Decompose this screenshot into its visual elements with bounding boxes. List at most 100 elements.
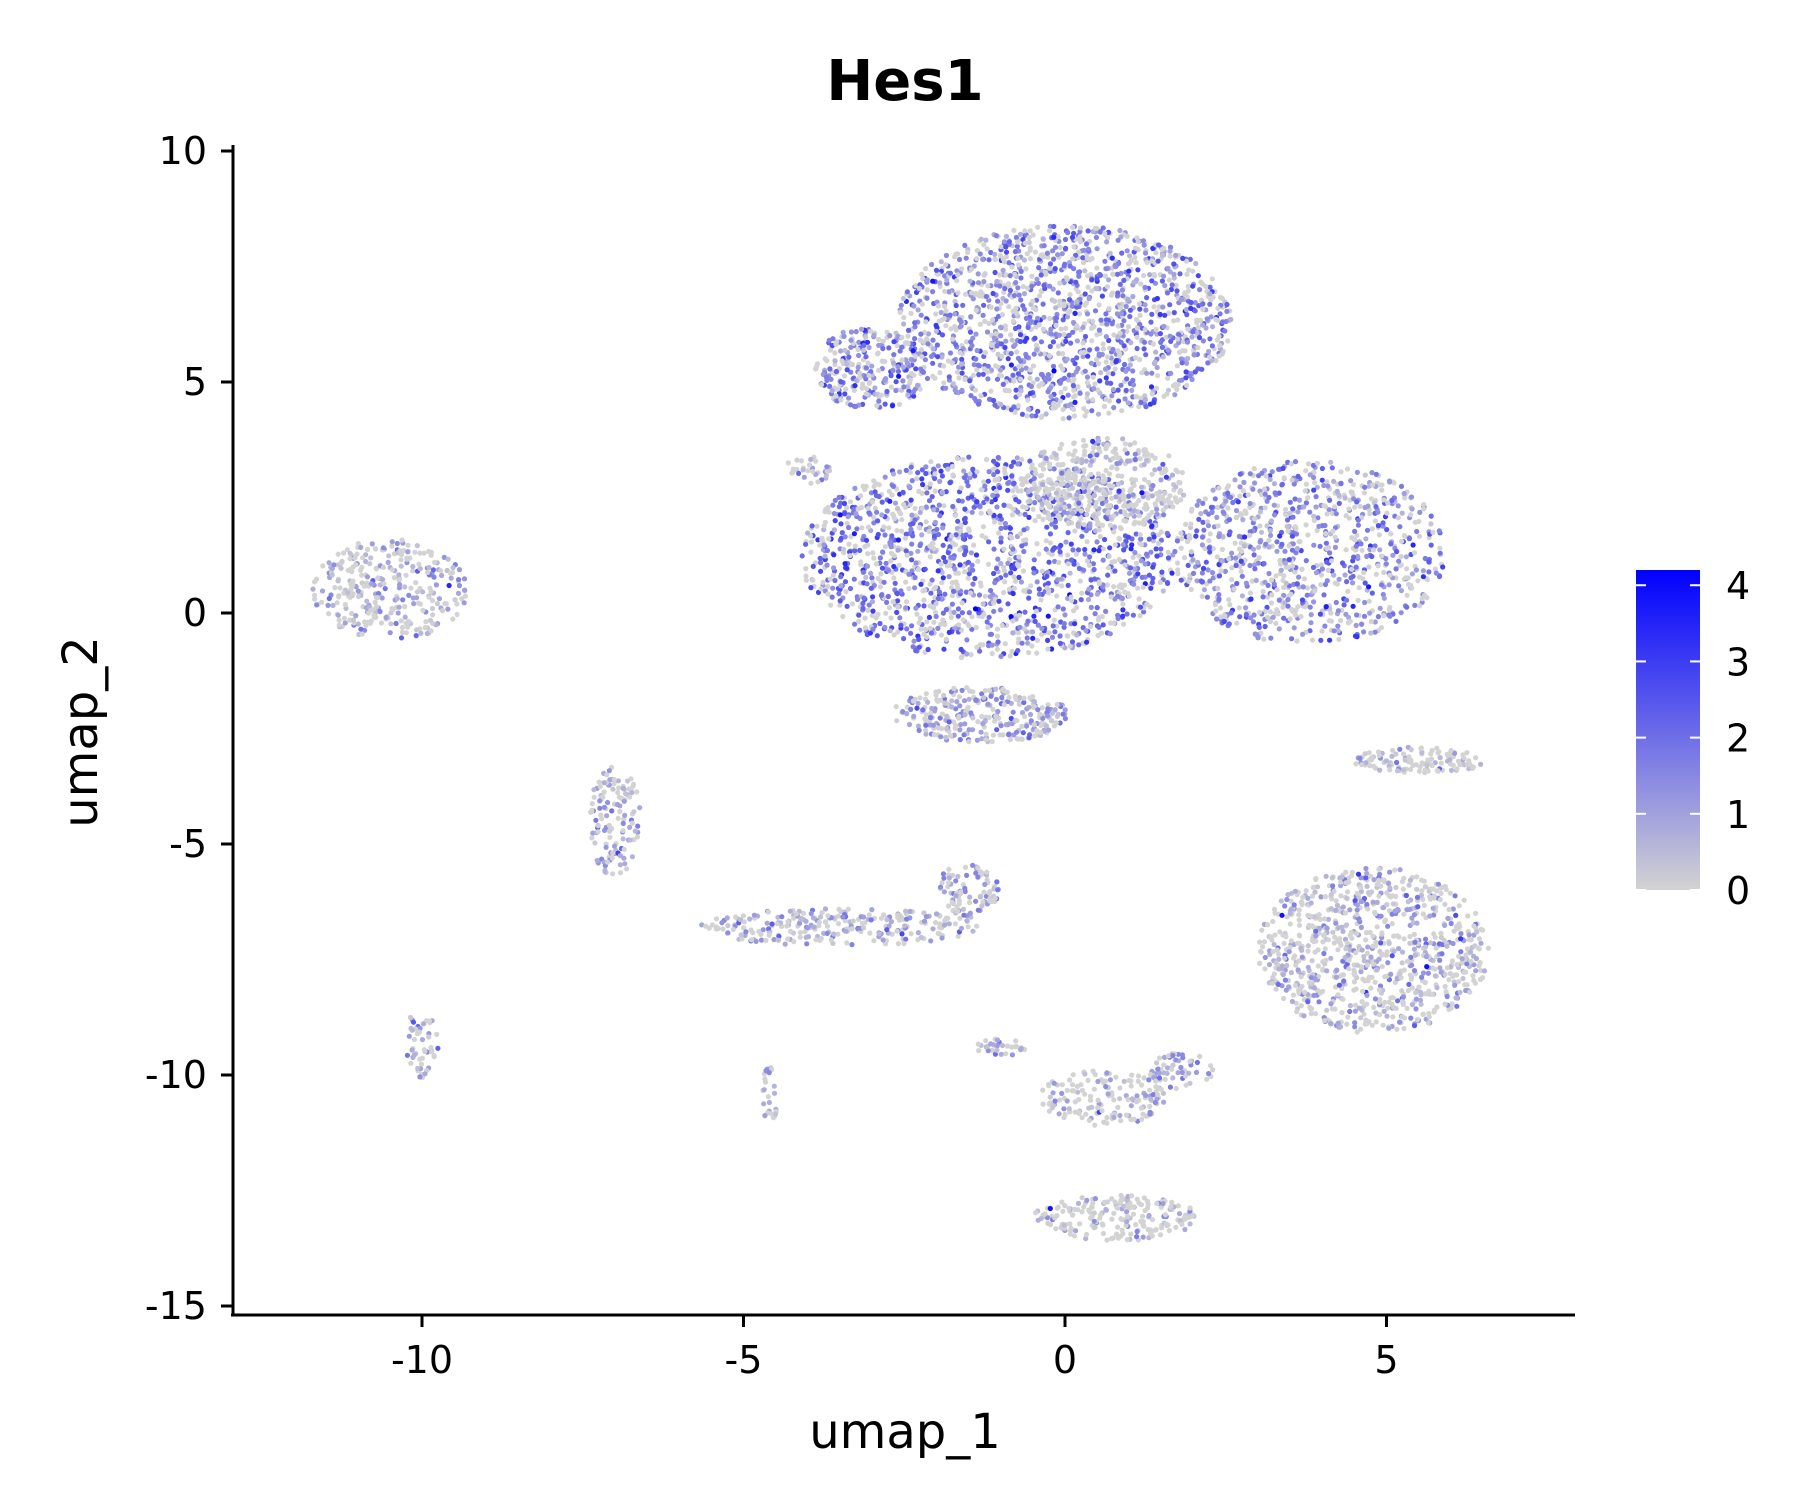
scatter-point: [1071, 406, 1077, 413]
scatter-point: [1072, 477, 1078, 483]
scatter-point: [1202, 546, 1208, 552]
scatter-point: [1422, 555, 1428, 562]
scatter-point: [1424, 595, 1430, 601]
scatter-point: [1109, 255, 1115, 261]
scatter-point: [1105, 354, 1111, 360]
scatter-point: [1283, 511, 1289, 518]
scatter-point: [1040, 715, 1046, 721]
scatter-point: [1322, 581, 1329, 588]
scatter-point: [1133, 531, 1139, 537]
scatter-point: [1289, 547, 1296, 553]
scatter-point: [1100, 488, 1107, 494]
scatter-point: [1078, 225, 1084, 231]
scatter-point: [825, 504, 831, 511]
scatter-point: [1139, 370, 1145, 376]
scatter-point: [1173, 484, 1179, 490]
scatter-point: [899, 344, 905, 350]
scatter-point: [983, 535, 989, 541]
scatter-point: [1369, 526, 1375, 532]
scatter-point: [927, 481, 933, 487]
scatter-point: [1137, 613, 1143, 619]
scatter-point: [1105, 509, 1111, 516]
scatter-point: [1239, 593, 1245, 599]
scatter-point: [942, 288, 948, 294]
scatter-point: [1379, 482, 1385, 488]
scatter-point: [1139, 490, 1145, 496]
scatter-point: [1266, 544, 1272, 550]
scatter-point: [1058, 389, 1064, 395]
scatter-point: [982, 483, 988, 489]
scatter-point: [1262, 505, 1268, 511]
scatter-point: [1389, 497, 1395, 503]
scatter-point: [1087, 462, 1093, 468]
scatter-point: [1003, 249, 1010, 255]
scatter-point: [1373, 504, 1379, 510]
scatter-point: [1160, 588, 1166, 594]
scatter-point: [974, 256, 980, 262]
scatter-point: [1280, 577, 1286, 584]
scatter-point: [1233, 562, 1239, 569]
scatter-point: [988, 693, 994, 699]
scatter-point: [1148, 384, 1155, 390]
scatter-point: [1069, 303, 1075, 309]
scatter-point: [1127, 253, 1133, 259]
scatter-point: [1114, 271, 1120, 277]
scatter-point: [851, 506, 857, 512]
scatter-point: [962, 242, 968, 248]
scatter-point: [861, 347, 867, 353]
scatter-point: [1008, 570, 1014, 576]
scatter-point: [1027, 256, 1033, 262]
scatter-point: [1011, 480, 1017, 486]
scatter-point: [1152, 359, 1158, 365]
scatter-point: [1076, 273, 1082, 279]
scatter-point: [1214, 514, 1220, 521]
scatter-point: [1309, 637, 1316, 643]
scatter-point: [993, 331, 999, 337]
scatter-point: [1200, 306, 1206, 313]
scatter-point: [1229, 577, 1235, 583]
scatter-point: [1284, 517, 1291, 523]
scatter-point: [922, 357, 929, 363]
scatter-point: [923, 718, 929, 725]
scatter-point: [1112, 568, 1118, 574]
scatter-point: [935, 596, 941, 602]
scatter-point: [962, 712, 968, 718]
scatter-point: [1215, 585, 1221, 592]
scatter-point: [1288, 461, 1294, 467]
scatter-point: [1065, 530, 1071, 536]
scatter-point: [997, 732, 1003, 738]
scatter-point: [1025, 640, 1031, 646]
scatter-point: [1008, 362, 1015, 368]
scatter-point: [1180, 255, 1186, 261]
scatter-point: [1046, 228, 1053, 234]
scatter-point: [1223, 498, 1229, 504]
scatter-point: [1213, 358, 1219, 364]
scatter-point: [1294, 581, 1300, 587]
scatter-point: [1071, 471, 1077, 477]
scatter-point: [875, 531, 881, 538]
scatter-point: [1369, 470, 1375, 476]
scatter-point: [1377, 983, 1384, 989]
scatter-point: [1326, 507, 1332, 513]
scatter-point: [1031, 557, 1037, 563]
scatter-point: [1114, 311, 1120, 317]
scatter-point: [1174, 288, 1180, 294]
scatter-point: [1236, 605, 1242, 611]
scatter-point: [927, 554, 933, 560]
scatter-point: [1100, 522, 1106, 528]
scatter-point: [1027, 695, 1033, 701]
scatter-point: [884, 508, 890, 514]
scatter-point: [1070, 547, 1076, 553]
scatter-point: [938, 561, 944, 567]
scatter-point: [1046, 353, 1052, 359]
scatter-point: [1216, 485, 1222, 491]
scatter-point: [1186, 534, 1192, 540]
scatter-point: [832, 350, 838, 356]
scatter-point: [1194, 528, 1200, 534]
scatter-point: [881, 524, 887, 530]
scatter-point: [929, 494, 935, 500]
scatter-point: [1277, 557, 1283, 564]
scatter-point: [1200, 519, 1206, 525]
scatter-point: [843, 386, 849, 392]
scatter-point: [1307, 472, 1313, 478]
